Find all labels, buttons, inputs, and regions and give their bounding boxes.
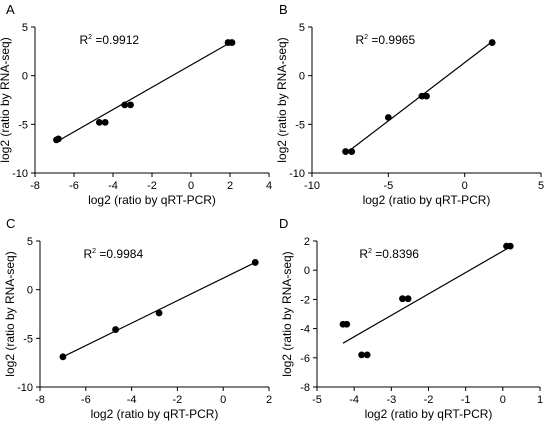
r-squared-label: R2 =0.9965 — [356, 33, 416, 47]
data-point — [55, 135, 62, 143]
x-tick-label: -6 — [81, 394, 91, 406]
r-squared-value: =0.8396 — [372, 247, 419, 261]
chart-panel-a: A -8 -6 -4 -2 0 2 4 -10 -5 0 5 log2 (ratio by qRT-PC… — [0, 2, 272, 207]
chart-panel-d: D -5 -4 -3 -2 -1 0 1 -8 -6 -4 -2 0 2 log2 (ratio by qR… — [279, 216, 543, 421]
r-squared-value: =0.9984 — [96, 247, 143, 261]
x-tick-label: -5 — [312, 394, 322, 406]
x-tick-label: -2 — [147, 180, 157, 192]
y-tick-label: 0 — [299, 71, 305, 83]
regression-line — [56, 41, 233, 143]
y-tick-label: 5 — [22, 22, 28, 34]
r-squared-prefix: R — [356, 33, 365, 47]
x-tick-label: -8 — [30, 180, 40, 192]
panel-letter: D — [279, 216, 288, 231]
data-point — [101, 118, 109, 126]
x-tick-label: -4 — [108, 180, 118, 192]
y-tick-label: -8 — [300, 382, 310, 394]
regression-line — [342, 246, 511, 344]
data-point — [488, 39, 496, 46]
x-tick-label: -4 — [127, 394, 137, 406]
y-tick-label: 5 — [299, 22, 305, 34]
panel-letter: C — [6, 216, 15, 231]
y-tick-label: 0 — [27, 285, 33, 297]
y-tick-label: -10 — [12, 168, 28, 180]
r-squared-prefix: R — [359, 247, 368, 261]
y-tick-label: -5 — [18, 119, 28, 131]
y-tick-label: -10 — [289, 168, 305, 180]
panel-letter: A — [6, 2, 15, 17]
x-tick-label: 0 — [462, 180, 468, 192]
data-point — [404, 295, 412, 303]
r-squared-sup: 2 — [368, 248, 372, 255]
r-squared-label: R2 =0.9984 — [84, 247, 144, 261]
x-tick-label: -6 — [69, 180, 79, 192]
data-point — [59, 353, 67, 361]
x-tick-label: 0 — [500, 394, 506, 406]
x-tick-label: 2 — [227, 180, 233, 192]
y-axis-title: log2 (ratio by RNA-seq) — [275, 37, 289, 162]
data-point — [342, 148, 349, 155]
x-tick-label: 4 — [266, 180, 272, 192]
r-squared-sup: 2 — [88, 34, 92, 41]
x-tick-label: -2 — [173, 394, 183, 406]
data-point — [121, 101, 129, 109]
x-axis-title: log2 (ratio by qRT-PCR) — [91, 407, 219, 421]
data-point — [228, 39, 236, 46]
x-tick-label: 2 — [266, 394, 272, 406]
y-axis-title: log2 (ratio by RNA-seq) — [280, 251, 294, 376]
y-tick-label: -5 — [23, 333, 33, 345]
x-tick-label: -2 — [424, 394, 434, 406]
data-point — [343, 320, 351, 328]
data-point — [95, 118, 103, 126]
y-tick-label: 2 — [304, 236, 310, 248]
x-tick-label: 0 — [188, 180, 194, 192]
chart-panel-c: C -8 -6 -4 -2 0 2 -10 -5 0 5 log2 (ratio by qRT-PCR… — [3, 216, 272, 421]
data-point — [127, 101, 134, 109]
r-squared-label: R2 =0.8396 — [359, 247, 419, 261]
r-squared-value: =0.9965 — [368, 33, 415, 47]
x-tick-label: -1 — [461, 394, 471, 406]
data-point — [251, 259, 259, 266]
r-squared-label: R2 =0.9912 — [79, 33, 139, 47]
y-tick-label: 0 — [304, 265, 310, 277]
y-axis-title: log2 (ratio by RNA-seq) — [0, 37, 12, 162]
panel-letter: B — [279, 2, 288, 17]
data-point — [399, 295, 406, 303]
r-squared-sup: 2 — [364, 34, 368, 41]
data-point — [348, 148, 356, 155]
y-tick-label: -10 — [17, 382, 33, 394]
data-point — [358, 351, 365, 359]
regression-line — [62, 261, 256, 358]
r-squared-prefix: R — [84, 247, 93, 261]
y-tick-label: -4 — [300, 324, 310, 336]
x-tick-label: -5 — [383, 180, 393, 192]
r-squared-prefix: R — [79, 33, 88, 47]
x-tick-label: 0 — [220, 394, 226, 406]
chart-panel-b: B -10 -5 0 5 -10 -5 0 5 log2 (ratio by qRT-PCR) lo… — [275, 2, 544, 207]
r-squared-value: =0.9912 — [92, 33, 139, 47]
x-axis-title: log2 (ratio by qRT-PCR) — [365, 407, 493, 421]
x-axis-title: log2 (ratio by qRT-PCR) — [88, 193, 216, 207]
x-tick-label: -8 — [35, 394, 45, 406]
y-tick-label: -5 — [295, 119, 305, 131]
y-tick-label: -6 — [300, 353, 310, 365]
x-tick-label: 1 — [537, 394, 543, 406]
data-point — [506, 242, 514, 250]
data-point — [423, 92, 430, 100]
data-point — [112, 326, 119, 333]
data-point — [363, 351, 371, 359]
x-tick-label: 5 — [538, 180, 544, 192]
y-tick-label: -2 — [300, 294, 310, 306]
y-axis-title: log2 (ratio by RNA-seq) — [3, 251, 17, 376]
r-squared-sup: 2 — [92, 248, 96, 255]
x-tick-label: -3 — [386, 394, 396, 406]
y-tick-label: 5 — [27, 236, 33, 248]
x-tick-label: -4 — [349, 394, 359, 406]
data-point — [155, 309, 163, 317]
x-tick-label: -10 — [304, 180, 320, 192]
x-axis-title: log2 (ratio by qRT-PCR) — [363, 193, 491, 207]
data-point — [384, 114, 392, 121]
y-tick-label: 0 — [22, 71, 28, 83]
